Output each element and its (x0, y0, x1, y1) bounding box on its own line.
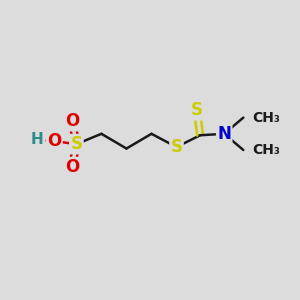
Text: O: O (47, 132, 62, 150)
Text: S: S (70, 135, 83, 153)
Text: S: S (170, 138, 182, 156)
Text: O: O (65, 112, 79, 130)
Text: O: O (65, 158, 79, 176)
Text: CH₃: CH₃ (252, 111, 280, 124)
Text: N: N (217, 125, 231, 143)
Text: CH₃: CH₃ (252, 143, 280, 157)
Text: S: S (191, 101, 203, 119)
Text: H: H (31, 132, 44, 147)
